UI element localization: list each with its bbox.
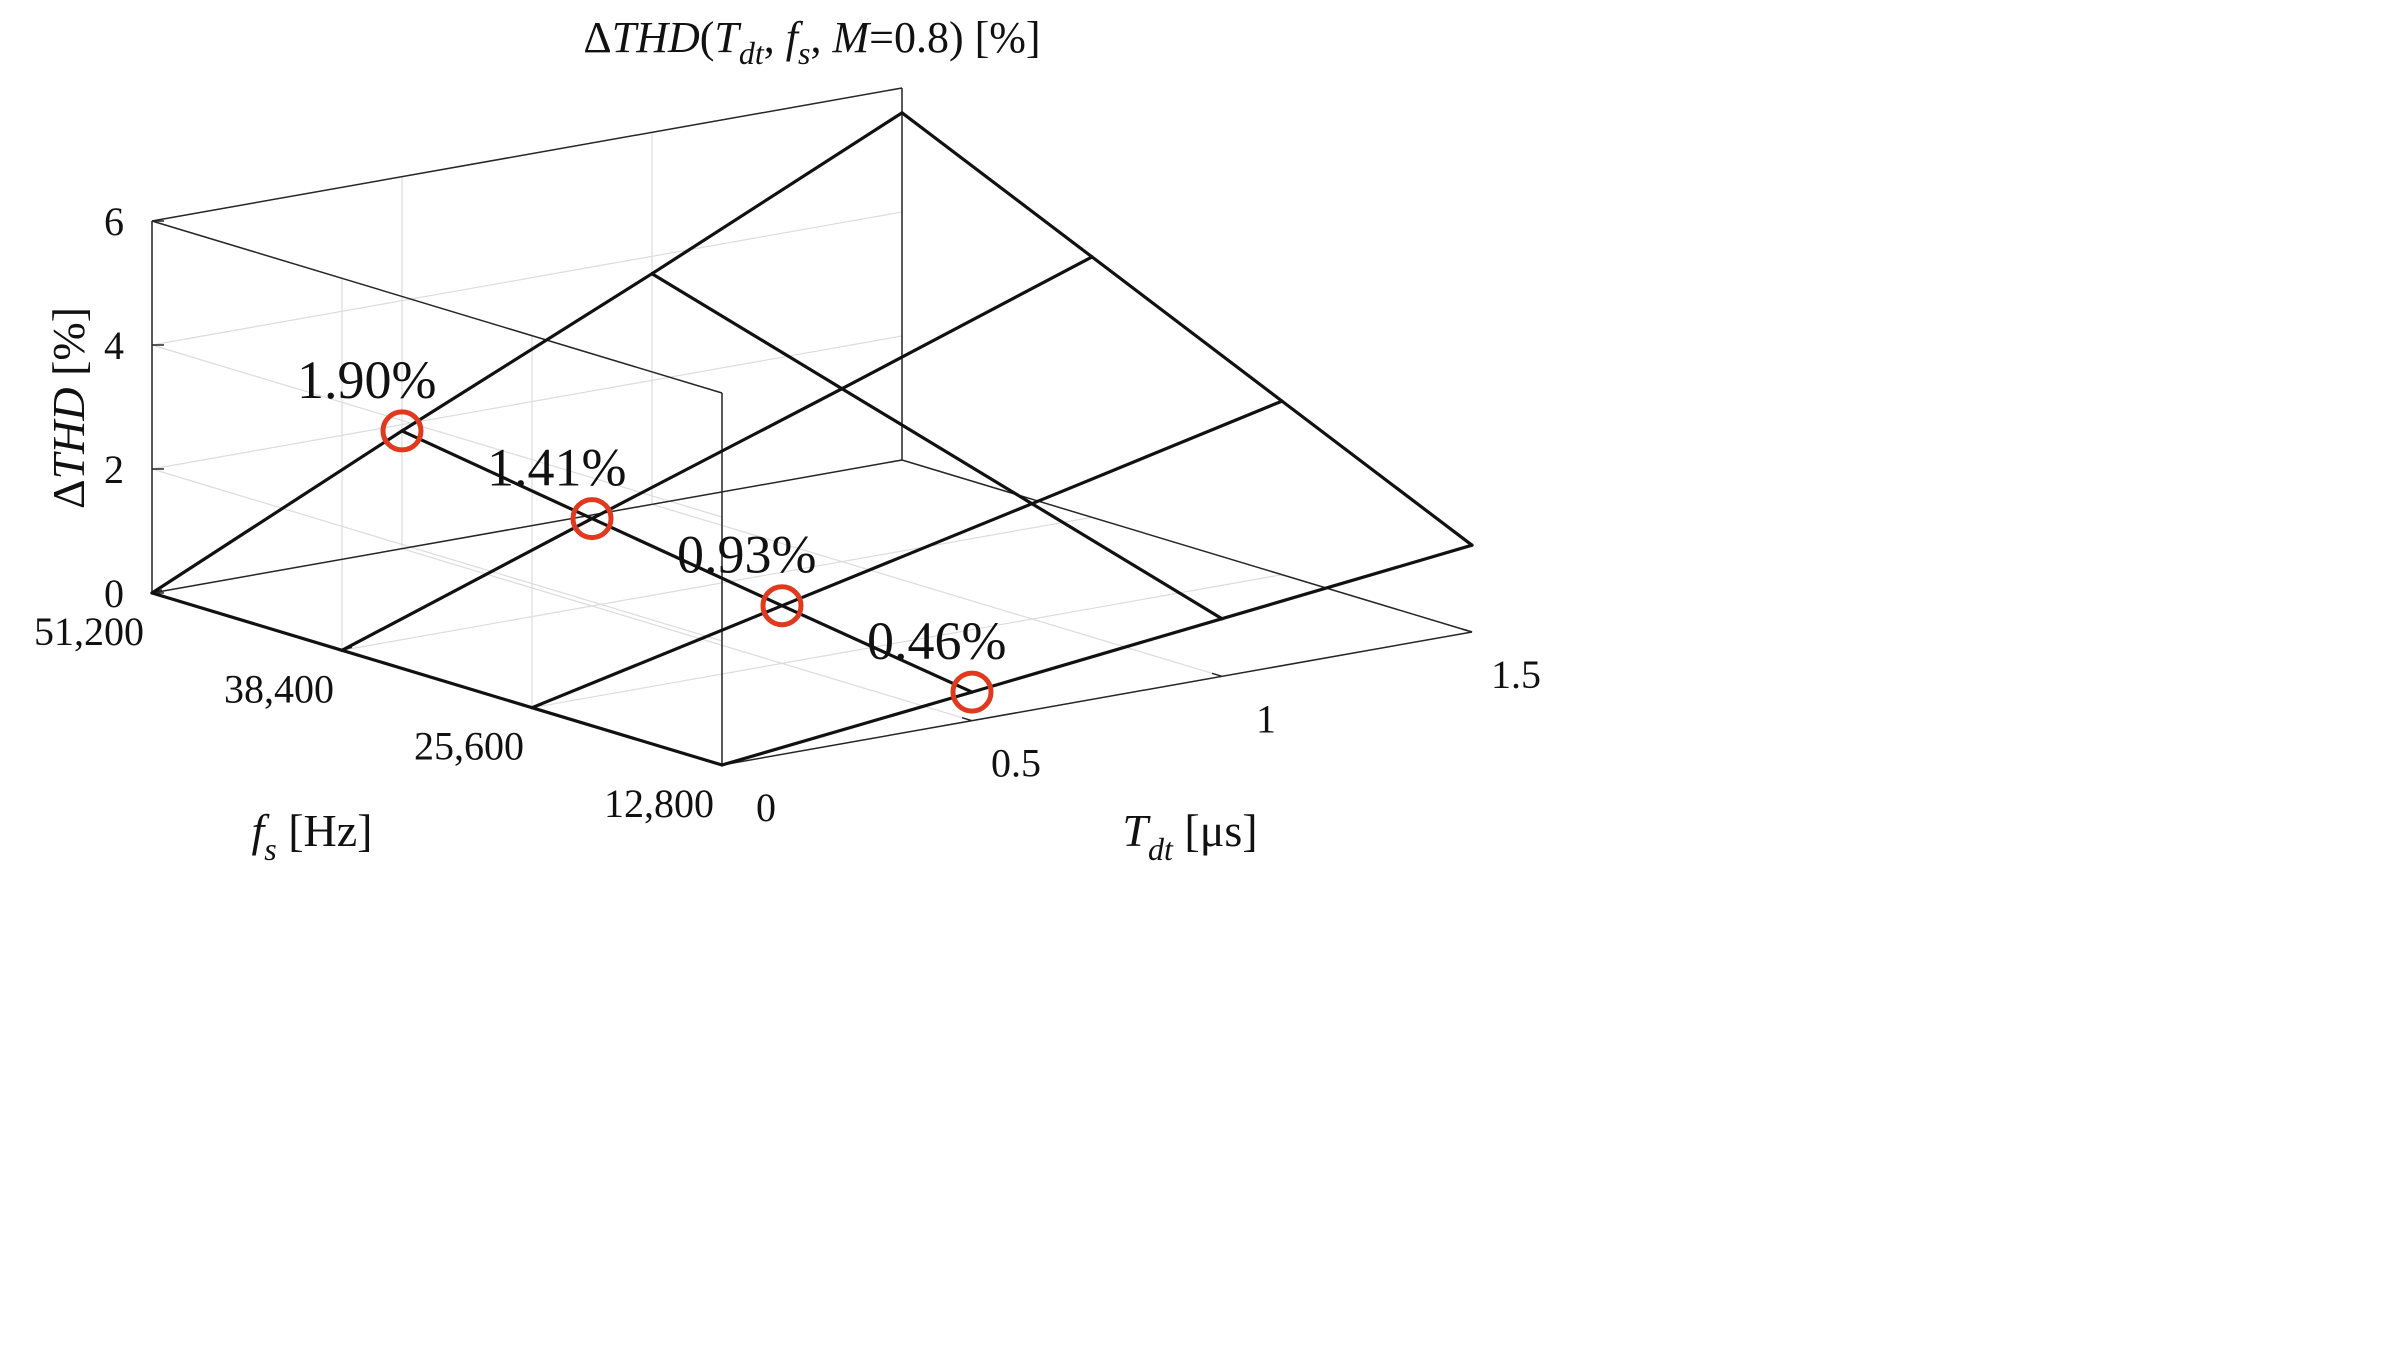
surface-mesh-line-const-fs <box>720 690 974 767</box>
y-tick-label: 38,400 <box>224 666 334 711</box>
annotation-label: 1.90% <box>297 350 436 410</box>
axes-box-edge <box>151 87 903 222</box>
y-axis-title: fs [Hz] <box>251 805 372 867</box>
surface-mesh-line-const-tdt <box>780 604 974 694</box>
annotation-markers: 1.90% 1.41% 0.93% 0.46% <box>297 350 1006 714</box>
axes-box-edge <box>151 220 723 394</box>
z-tick-label: 2 <box>104 447 124 492</box>
surface-mesh-line-const-fs <box>530 604 784 710</box>
surface-mesh-line-const-tdt <box>1280 399 1474 547</box>
annotation-label: 1.41% <box>487 438 626 498</box>
surface-mesh-line-const-fs <box>1220 543 1474 621</box>
x-tick-label: 0 <box>756 785 776 830</box>
y-tick-label: 12,800 <box>604 781 714 826</box>
surface-mesh-line-const-fs <box>650 111 904 276</box>
axes-box-edge <box>901 459 1473 633</box>
chart-title: ΔTHD(Tdt, fs, M=0.8) [%] <box>583 13 1040 71</box>
axes-box-edge <box>721 631 1473 766</box>
z-grid-line-back-right <box>151 335 903 470</box>
z-tick-label: 0 <box>104 571 124 616</box>
annotation-marker <box>950 670 994 714</box>
grid-layer <box>151 87 1473 766</box>
surface-mesh-line-const-tdt <box>150 591 344 652</box>
y-grid-line-floor <box>531 574 1283 709</box>
annotation-marker <box>570 497 614 541</box>
x-tick-mark <box>1211 672 1223 678</box>
surface-mesh <box>150 111 1474 767</box>
axes-box-edge <box>151 459 903 594</box>
y-grid-line-floor <box>341 516 1093 651</box>
surface-mesh-line-const-fs <box>340 516 594 652</box>
z-grid-line-back-left <box>151 344 723 518</box>
z-tick-label: 6 <box>104 199 124 244</box>
surface-mesh-line-const-fs <box>150 429 404 595</box>
surface-chart: 1.90% 1.41% 0.93% 0.46% 0 2 4 6 12,800 25,600 38,… <box>34 13 1541 867</box>
surface-mesh-line-const-tdt <box>840 387 1034 506</box>
x-tick-label: 1 <box>1256 696 1276 741</box>
surface-mesh-line-const-tdt <box>400 429 594 521</box>
x-tick-mark <box>961 716 973 722</box>
surface-mesh-line-const-tdt <box>590 516 784 608</box>
x-tick-label: 1.5 <box>1491 652 1541 697</box>
z-grid-line-back-right <box>151 211 903 346</box>
axes-box <box>151 87 1473 766</box>
x-tick-mark <box>1461 628 1473 633</box>
y-tick-label: 25,600 <box>414 724 524 769</box>
annotation-marker <box>760 584 804 628</box>
y-tick-label: 51,200 <box>34 609 144 654</box>
surface-mesh-line-const-fs <box>840 255 1094 391</box>
surface-mesh-line-const-fs <box>780 502 1034 608</box>
x-axis-title: Tdt [μs] <box>1122 805 1257 867</box>
surface-mesh-line-const-tdt <box>1090 255 1284 403</box>
surface-mesh-line-const-fs <box>400 272 654 433</box>
z-tick-label: 4 <box>104 323 124 368</box>
surface-mesh-line-const-fs <box>590 387 844 521</box>
z-grid-line-back-left <box>151 468 723 642</box>
surface-mesh-line-const-fs <box>1030 399 1284 506</box>
surface-mesh-line-const-tdt <box>530 706 724 767</box>
annotation-label: 0.46% <box>867 611 1006 671</box>
surface-mesh-line-const-tdt <box>1030 502 1224 621</box>
x-grid-line-floor <box>401 548 973 722</box>
surface-mesh-line-const-tdt <box>900 111 1094 259</box>
surface-mesh-line-const-fs <box>970 617 1224 694</box>
z-axis-title: ΔTHD [%] <box>43 307 94 509</box>
surface-mesh-line-const-tdt <box>650 272 844 391</box>
annotation-label: 0.93% <box>677 525 816 585</box>
annotation-marker <box>380 409 424 453</box>
x-tick-label: 0.5 <box>991 741 1041 786</box>
surface-mesh-line-const-tdt <box>340 648 534 710</box>
